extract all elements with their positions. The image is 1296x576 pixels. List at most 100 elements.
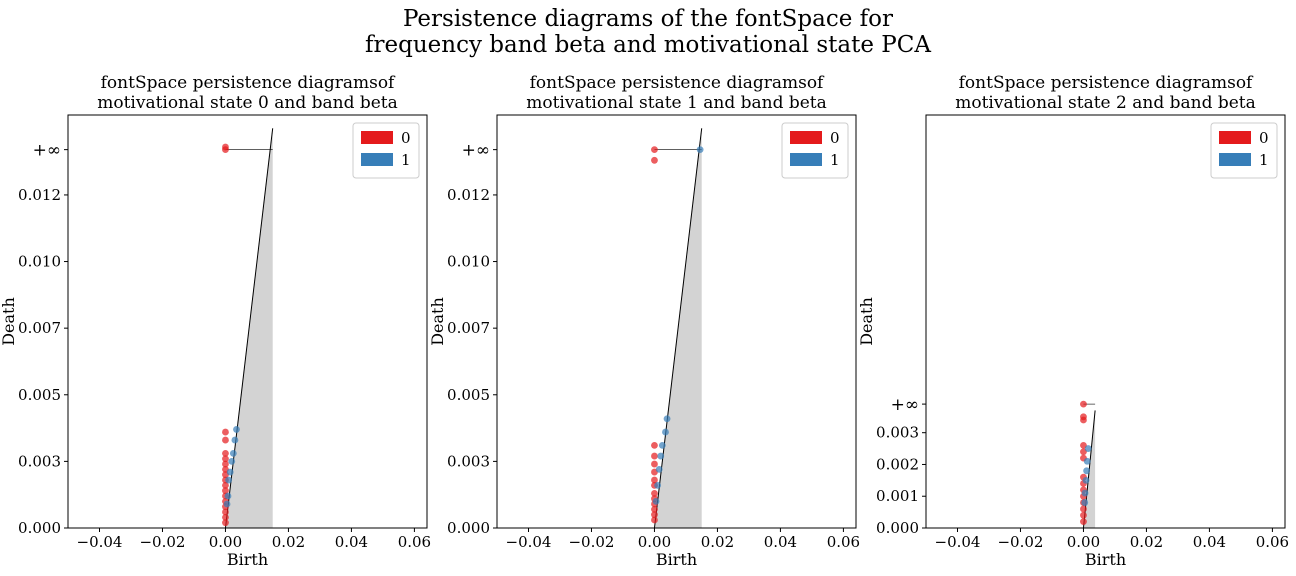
x-tick-label: 0.06 xyxy=(1256,533,1289,551)
point-h0 xyxy=(1080,400,1087,408)
y-tick-label: 0.012 xyxy=(447,186,490,204)
point-h0 xyxy=(222,460,229,468)
legend: 01 xyxy=(1210,122,1278,179)
point-h0 xyxy=(651,452,658,460)
x-tick-label: 0.06 xyxy=(398,533,431,551)
point-h0 xyxy=(222,508,229,516)
y-tick-label: 0.000 xyxy=(447,519,490,537)
chart-title-line: motivational state 1 and band beta xyxy=(526,93,827,113)
point-h0 xyxy=(222,143,229,151)
point-h0 xyxy=(651,505,658,513)
point-h1 xyxy=(654,481,662,489)
point-h1 xyxy=(224,492,232,500)
point-h1 xyxy=(655,465,663,473)
point-h0 xyxy=(222,487,229,495)
point-h1 xyxy=(1081,489,1089,497)
y-tick-label: 0.005 xyxy=(447,386,490,404)
point-h0 xyxy=(651,516,658,524)
y-tick-label-infinity: +∞ xyxy=(462,141,490,161)
x-tick-label: 0.00 xyxy=(638,533,671,551)
y-axis-label: Death xyxy=(0,297,18,346)
point-h0 xyxy=(222,436,229,444)
y-tick-label-infinity: +∞ xyxy=(33,141,61,161)
y-tick-label: 0.012 xyxy=(18,186,61,204)
x-tick-label: 0.04 xyxy=(764,533,797,551)
chart-panel-2: fontSpace persistence diagramsofmotivati… xyxy=(857,73,1289,569)
chart-title-line: motivational state 2 and band beta xyxy=(955,93,1256,113)
point-h1 xyxy=(696,146,704,154)
point-h0 xyxy=(222,449,229,457)
legend-label-h0: 0 xyxy=(1259,129,1269,147)
point-h0 xyxy=(222,481,229,489)
legend-label-h1: 1 xyxy=(1259,151,1269,169)
y-tick-label: 0.007 xyxy=(447,319,490,337)
y-tick-label: 0.000 xyxy=(18,519,61,537)
legend-label-h1: 1 xyxy=(830,151,840,169)
axes-frame xyxy=(496,114,857,529)
x-tick-label: 0.04 xyxy=(1193,533,1226,551)
y-axis-label: Death xyxy=(857,297,876,346)
legend-swatch-h1 xyxy=(790,153,822,166)
y-tick-label: 0.003 xyxy=(447,452,490,470)
point-h1 xyxy=(228,457,236,465)
y-tick-label: 0.001 xyxy=(876,487,919,505)
axes-frame xyxy=(925,114,1286,529)
x-axis-label: Birth xyxy=(656,550,697,569)
chart-title-line: motivational state 0 and band beta xyxy=(97,93,398,113)
point-h0 xyxy=(1080,518,1087,526)
chart-title-line: fontSpace persistence diagramsof xyxy=(530,73,825,93)
x-tick-label: 0.06 xyxy=(827,533,860,551)
y-tick-label: 0.010 xyxy=(18,253,61,271)
point-h1 xyxy=(223,500,231,508)
x-tick-label: 0.02 xyxy=(701,533,734,551)
legend-label-h0: 0 xyxy=(401,129,411,147)
point-h1 xyxy=(1081,499,1089,506)
point-h0 xyxy=(222,428,229,436)
point-h1 xyxy=(229,449,237,457)
legend-swatch-h1 xyxy=(361,153,393,166)
legend-label-h0: 0 xyxy=(830,129,840,147)
point-h1 xyxy=(225,476,233,484)
point-h1 xyxy=(652,497,660,505)
point-h1 xyxy=(1083,457,1091,465)
y-tick-label: 0.003 xyxy=(18,452,61,470)
x-axis-label: Birth xyxy=(227,550,268,569)
point-h0 xyxy=(651,489,658,497)
chart-title-line: fontSpace persistence diagramsof xyxy=(959,73,1254,93)
point-h0 xyxy=(651,476,658,484)
point-h0 xyxy=(651,460,658,468)
chart-panel-1: fontSpace persistence diagramsofmotivati… xyxy=(428,73,860,569)
point-h0 xyxy=(1080,511,1087,519)
chart-panel-0: fontSpace persistence diagramsofmotivati… xyxy=(0,73,431,569)
y-tick-label: 0.005 xyxy=(18,386,61,404)
point-h0 xyxy=(651,156,658,164)
point-h0 xyxy=(651,442,658,449)
figure-title-line1: Persistence diagrams of the fontSpace fo… xyxy=(402,6,894,32)
legend-swatch-h0 xyxy=(790,131,822,144)
legend-swatch-h0 xyxy=(1219,131,1251,144)
point-h1 xyxy=(226,468,234,476)
point-h0 xyxy=(222,513,229,521)
legend: 01 xyxy=(352,122,420,179)
diagonal-line xyxy=(653,128,703,529)
axes-frame xyxy=(67,114,428,529)
chart-title-line: fontSpace persistence diagramsof xyxy=(101,73,396,93)
point-h1 xyxy=(233,426,240,433)
y-tick-label: 0.007 xyxy=(18,319,61,337)
y-tick-label-infinity: +∞ xyxy=(891,395,919,415)
y-axis-label: Death xyxy=(428,297,447,346)
x-tick-label: 0.00 xyxy=(1067,533,1100,551)
point-h0 xyxy=(651,146,658,154)
point-h1 xyxy=(657,452,665,460)
x-tick-label: −0.02 xyxy=(997,533,1043,551)
y-tick-label: 0.000 xyxy=(876,519,919,537)
figure-title-line2: frequency band beta and motivational sta… xyxy=(365,32,931,58)
x-tick-label: −0.04 xyxy=(506,533,552,551)
point-h0 xyxy=(651,511,658,519)
x-tick-label: −0.02 xyxy=(568,533,614,551)
x-tick-label: 0.02 xyxy=(1130,533,1163,551)
y-tick-label: 0.003 xyxy=(876,424,919,442)
point-h1 xyxy=(1084,445,1092,452)
y-tick-label: 0.010 xyxy=(447,253,490,271)
